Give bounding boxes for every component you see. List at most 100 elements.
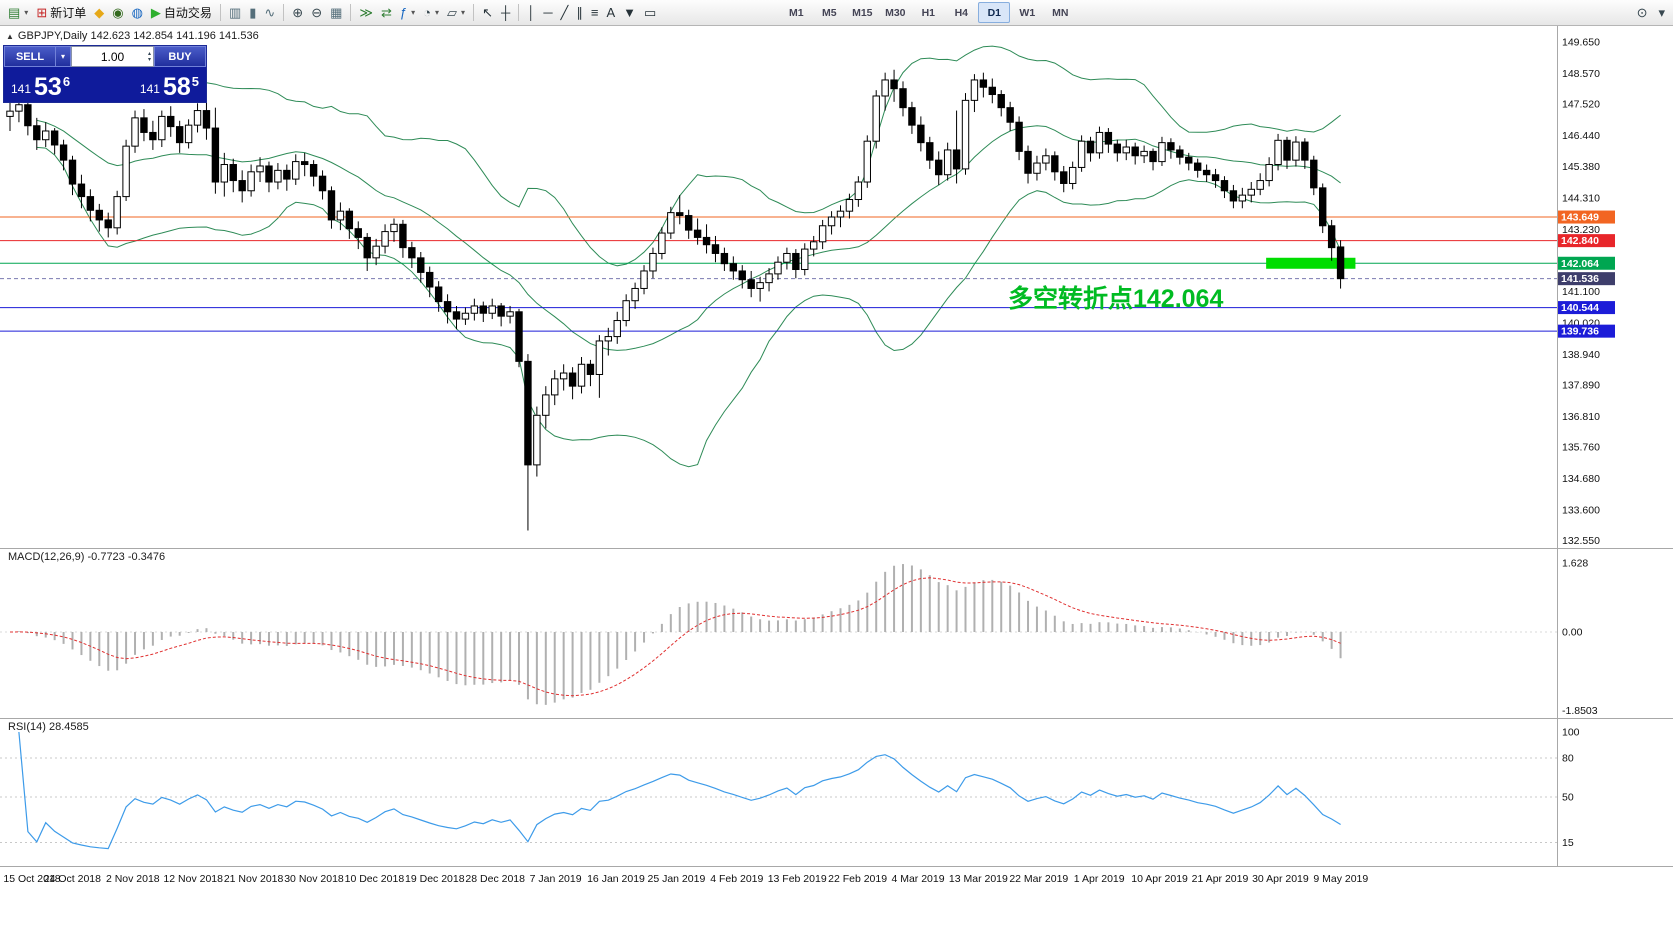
svg-text:141.536: 141.536 [1561, 273, 1599, 285]
arrows-button[interactable]: ▼ [619, 2, 640, 24]
horizontal-line-icon: ─ [543, 5, 553, 20]
sell-button[interactable]: SELL [4, 46, 56, 67]
chart-shift-icon: ⇄ [381, 5, 392, 20]
new-chart-button[interactable]: ▤ ▾ [4, 2, 32, 24]
svg-text:146.440: 146.440 [1562, 130, 1600, 142]
svg-text:30 Apr 2019: 30 Apr 2019 [1252, 873, 1309, 885]
line-chart-mode-icon: ∿ [264, 5, 276, 20]
chart-shift-button[interactable]: ⇄ [377, 2, 396, 24]
trade-panel-controls: SELL ▾ 1.00 ▴ ▾ BUY [4, 46, 206, 67]
bollinger-bands [36, 45, 1342, 468]
volume-up-button[interactable]: ▴ [147, 50, 151, 57]
svg-text:143.230: 143.230 [1562, 224, 1600, 236]
line-chart-mode-button[interactable]: ∿ [260, 2, 279, 24]
zoom-out-button[interactable]: ⊖ [307, 2, 326, 24]
profiles-icon: ◆ [94, 5, 105, 20]
timeframe-d1-button[interactable]: D1 [978, 2, 1011, 23]
new-order-button[interactable]: ⊞ 新订单 [32, 2, 90, 24]
indicators-button-dropdown[interactable]: ▾ [411, 8, 416, 17]
candlestick-mode-button[interactable]: ▮ [245, 2, 260, 24]
search-button[interactable]: ⊙ [1633, 2, 1652, 24]
price-axis-boxes: 143.649 142.840 142.064 140.544 139.736 141.5… [1558, 210, 1615, 338]
macd-name: MACD(12,26,9) [8, 551, 85, 563]
auto-trading-button[interactable]: ▶ 自动交易 [147, 2, 216, 24]
equidistant-channel-button[interactable]: ∥ [572, 2, 587, 24]
symbol-header: ▲ GBPJPY,Daily 142.623 142.854 141.196 14… [6, 30, 259, 42]
rsi-panel: 100 80 50 15 [0, 727, 1580, 850]
svg-text:143.649: 143.649 [1561, 212, 1599, 224]
volume-steppers: ▴ ▾ [148, 48, 151, 65]
toolbar-separator [518, 4, 520, 21]
toolbar-separator [219, 4, 221, 21]
timeframe-m15-button[interactable]: M15 [852, 6, 873, 19]
buy-price[interactable]: 141 58 5 [140, 74, 199, 100]
indicators-button[interactable]: ƒ ▾ [396, 2, 419, 24]
svg-text:100: 100 [1562, 727, 1580, 739]
new-order-icon: ⊞ [36, 5, 48, 20]
timeframe-h1-button[interactable]: H1 [921, 6, 936, 19]
text-label-button[interactable]: A [602, 2, 619, 24]
svg-text:22 Mar 2019: 22 Mar 2019 [1009, 873, 1068, 885]
vertical-line-button[interactable]: │ [523, 2, 539, 24]
market-watch-icon: ◉ [112, 5, 124, 20]
sell-price[interactable]: 141 53 6 [11, 74, 70, 100]
svg-text:25 Jan 2019: 25 Jan 2019 [647, 873, 705, 885]
svg-text:19 Dec 2018: 19 Dec 2018 [405, 873, 465, 885]
timeframe-w1-button[interactable]: W1 [1019, 6, 1036, 19]
tile-windows-button[interactable]: ▦ [326, 2, 346, 24]
templates-button-dropdown[interactable]: ▾ [461, 8, 466, 17]
volume-input[interactable]: 1.00 ▴ ▾ [71, 46, 154, 67]
profiles-button[interactable]: ◆ [90, 2, 108, 24]
svg-text:1.628: 1.628 [1562, 557, 1588, 569]
data-window-icon: ◍ [131, 5, 143, 20]
tile-windows-icon: ▦ [330, 5, 343, 20]
cursor-icon: ↖ [482, 5, 493, 20]
market-watch-button[interactable]: ◉ [108, 2, 127, 24]
auto-trading-button-label: 自动交易 [163, 6, 212, 20]
macd-panel: 1.628 0.00 -1.8503 [0, 557, 1598, 717]
zoom-out-icon: ⊖ [311, 5, 323, 20]
svg-text:10 Apr 2019: 10 Apr 2019 [1131, 873, 1188, 885]
new-chart-button-dropdown[interactable]: ▾ [24, 8, 29, 17]
buy-button[interactable]: BUY [154, 46, 206, 67]
zoom-in-button[interactable]: ⊕ [288, 2, 307, 24]
svg-text:7 Jan 2019: 7 Jan 2019 [530, 873, 582, 885]
svg-text:15 Oct 2018: 15 Oct 2018 [3, 873, 60, 885]
volume-down-button[interactable]: ▾ [147, 56, 151, 63]
periods-button-dropdown[interactable]: ▾ [435, 8, 440, 17]
sell-price-prefix: 141 [11, 82, 32, 96]
bar-chart-mode-button[interactable]: ▥ [225, 2, 245, 24]
timeframe-mn-button[interactable]: MN [1052, 6, 1069, 19]
auto-scroll-button[interactable]: ≫ [355, 2, 377, 24]
trendline-button[interactable]: ╱ [557, 2, 573, 24]
templates-button[interactable]: ▱ ▾ [443, 2, 469, 24]
shapes-button[interactable]: ▭ [640, 2, 660, 24]
svg-text:132.550: 132.550 [1562, 535, 1600, 547]
toolbar-options-button[interactable]: ▾ [1654, 2, 1669, 24]
toolbar-separator [473, 4, 475, 21]
data-window-button[interactable]: ◍ [128, 2, 147, 24]
svg-text:148.570: 148.570 [1562, 68, 1600, 80]
toolbar-right-group: ⊙ ▾ [1633, 2, 1669, 24]
toolbar-separator [283, 4, 285, 21]
timeframe-h4-button[interactable]: H4 [954, 6, 969, 19]
one-click-collapse-arrow[interactable]: ▲ [6, 32, 14, 41]
svg-text:141.100: 141.100 [1562, 286, 1600, 298]
timeframe-bar: M1 M5 M15 M30 H1 H4 D1 W1 MN [780, 2, 1076, 23]
cursor-button[interactable]: ↖ [478, 2, 497, 24]
periods-button[interactable]: ◔ ▾ [419, 2, 443, 24]
indicators-icon: ƒ [399, 5, 408, 20]
order-type-dropdown[interactable]: ▾ [56, 46, 71, 67]
timeframe-m1-button[interactable]: M1 [789, 6, 804, 19]
horizontal-line-button[interactable]: ─ [539, 2, 556, 24]
fibonacci-button[interactable]: ≡ [587, 2, 603, 24]
crosshair-button[interactable]: ┼ [497, 2, 514, 24]
timeframe-m5-button[interactable]: M5 [822, 6, 837, 19]
timeframe-m30-button[interactable]: M30 [885, 6, 906, 19]
svg-text:135.760: 135.760 [1562, 442, 1600, 454]
svg-text:133.600: 133.600 [1562, 505, 1600, 517]
turning-point-annotation[interactable]: 多空转折点142.064 [1008, 285, 1224, 313]
svg-text:142.840: 142.840 [1561, 235, 1599, 247]
